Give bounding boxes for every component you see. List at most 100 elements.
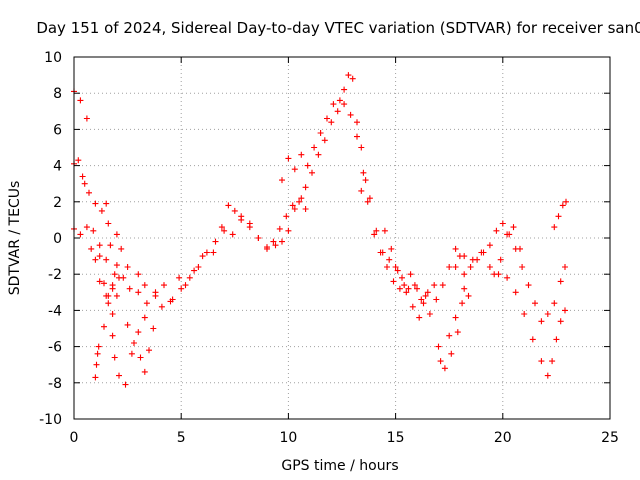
- data-point: [298, 195, 305, 202]
- data-points: [71, 72, 569, 388]
- data-point: [452, 245, 459, 252]
- x-tick-label: 25: [601, 430, 619, 446]
- data-point: [557, 318, 564, 325]
- data-point: [433, 296, 440, 303]
- x-tick-label: 20: [494, 430, 512, 446]
- y-tick-label: 4: [53, 159, 62, 175]
- data-point: [358, 144, 365, 151]
- data-point: [354, 133, 360, 140]
- data-point: [212, 238, 219, 245]
- data-point: [519, 264, 526, 270]
- data-point: [452, 314, 459, 321]
- data-point: [283, 213, 290, 220]
- data-point: [551, 224, 558, 231]
- data-point: [178, 285, 185, 292]
- data-point: [317, 130, 324, 136]
- data-point: [105, 300, 112, 307]
- data-point: [349, 75, 356, 82]
- data-point: [182, 282, 189, 289]
- series-track-h: [124, 321, 157, 375]
- data-point: [291, 166, 298, 173]
- data-point: [116, 274, 122, 281]
- data-point: [401, 282, 408, 289]
- data-point: [128, 350, 135, 357]
- y-tick-label: 10: [44, 50, 62, 66]
- series-track-o: [452, 249, 568, 379]
- data-point: [218, 224, 225, 231]
- data-point: [152, 289, 159, 296]
- data-point: [270, 238, 277, 245]
- data-point: [83, 115, 90, 122]
- data-point: [334, 108, 341, 115]
- data-point: [364, 198, 371, 205]
- data-point: [448, 350, 455, 357]
- data-point: [409, 303, 416, 310]
- series-track-b: [71, 157, 309, 310]
- data-point: [486, 264, 493, 270]
- data-point: [92, 200, 99, 207]
- data-point: [358, 187, 365, 194]
- data-point: [93, 361, 100, 368]
- data-point: [296, 198, 303, 205]
- data-point: [405, 285, 412, 292]
- y-tick-label: -2: [48, 267, 62, 283]
- y-tick-label: -4: [48, 303, 62, 319]
- data-point: [414, 285, 420, 292]
- data-point: [559, 202, 566, 209]
- data-point: [446, 264, 453, 270]
- data-point: [276, 225, 283, 232]
- data-point: [347, 111, 354, 118]
- data-point: [461, 253, 468, 260]
- data-point: [75, 157, 82, 164]
- data-point: [499, 220, 506, 227]
- data-point: [341, 86, 348, 93]
- data-point: [109, 311, 116, 317]
- data-point: [105, 220, 112, 227]
- data-point: [562, 307, 568, 314]
- data-point: [101, 280, 107, 287]
- y-tick-label: 6: [53, 122, 62, 138]
- data-point: [384, 264, 390, 270]
- data-point: [529, 336, 536, 343]
- data-point: [555, 213, 562, 220]
- data-point: [79, 173, 86, 180]
- data-point: [103, 256, 110, 263]
- data-point: [441, 365, 448, 372]
- data-point: [83, 224, 90, 231]
- data-point: [116, 372, 122, 379]
- series-track-q: [551, 198, 569, 231]
- data-point: [454, 329, 461, 336]
- data-point: [311, 144, 318, 151]
- data-point: [169, 296, 176, 303]
- data-point: [321, 137, 328, 144]
- data-point: [381, 227, 388, 234]
- data-point: [161, 282, 167, 289]
- data-point: [467, 264, 474, 270]
- data-point: [285, 155, 292, 162]
- data-point: [373, 227, 380, 234]
- data-point: [289, 202, 296, 209]
- data-point: [486, 242, 493, 249]
- series-track-g: [96, 253, 148, 388]
- data-point: [371, 231, 378, 238]
- data-point: [90, 227, 97, 234]
- data-point: [544, 372, 551, 379]
- data-point: [437, 358, 444, 365]
- data-point: [124, 264, 131, 270]
- data-point: [394, 267, 401, 274]
- data-point: [544, 311, 551, 317]
- data-point: [362, 177, 369, 184]
- data-point: [107, 242, 114, 249]
- data-point: [109, 332, 116, 339]
- data-point: [336, 97, 343, 104]
- data-point: [135, 329, 142, 336]
- data-point: [291, 206, 298, 212]
- data-point: [538, 318, 545, 325]
- data-point: [238, 216, 245, 223]
- data-point: [562, 264, 568, 270]
- data-point: [341, 101, 348, 108]
- data-point: [302, 184, 309, 191]
- chart-title: Day 151 of 2024, Sidereal Day-to-day VTE…: [36, 19, 640, 37]
- data-point: [105, 292, 112, 299]
- data-point: [304, 162, 311, 169]
